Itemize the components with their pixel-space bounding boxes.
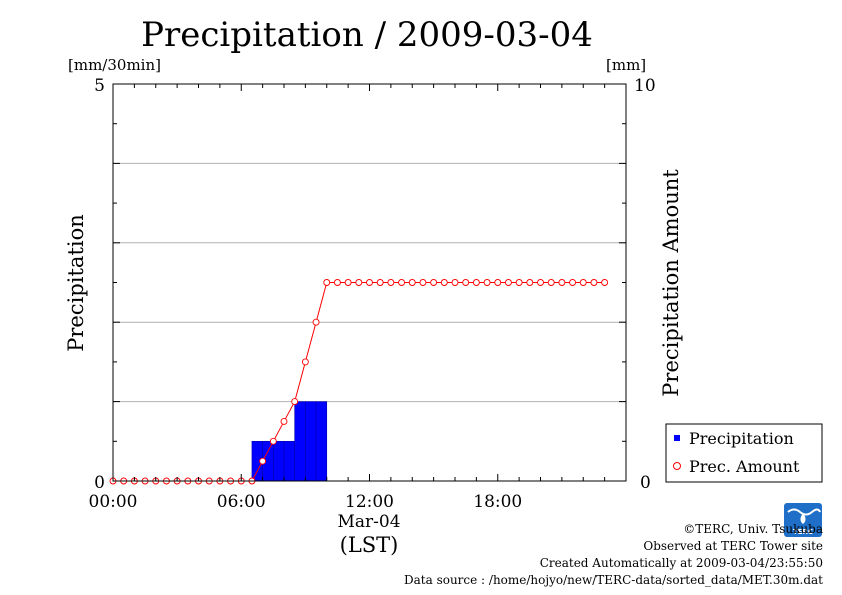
prec-amount-point (569, 279, 577, 286)
axis-ticks (112, 83, 627, 482)
prec-amount-point (387, 279, 395, 286)
prec-amount-point (398, 279, 406, 286)
prec-amount-point (547, 279, 555, 286)
prec-amount-point (430, 279, 438, 286)
x-date-label: Mar-04 (337, 512, 400, 532)
prec-amount-point (419, 279, 427, 286)
x-tick-label: 18:00 (473, 492, 522, 512)
prec-amount-point (355, 279, 363, 286)
prec-amount-point (269, 437, 277, 445)
prec-amount-point (462, 279, 470, 286)
x-tick-label: 12:00 (345, 492, 394, 512)
x-tick-labels: 00:00 06:00 12:00 18:00 (89, 492, 523, 512)
left-axis-unit: [mm/30min] (68, 56, 161, 74)
right-y-tick-min: 0 (640, 473, 651, 493)
terc-logo-drop-icon (800, 513, 806, 524)
precipitation-amount-series (109, 279, 609, 485)
precipitation-bar (294, 401, 306, 482)
prec-amount-point (366, 279, 373, 286)
terc-logo-text: TERC (793, 528, 813, 536)
left-y-tick-max: 5 (94, 76, 105, 96)
prec-amount-point (601, 279, 609, 286)
prec-amount-point (312, 318, 320, 326)
prec-amount-point (483, 279, 491, 286)
legend: Precipitation Prec. Amount (665, 423, 823, 483)
precipitation-bar (273, 440, 285, 482)
prec-amount-point (440, 279, 448, 286)
right-y-axis-label: Precipitation Amount (659, 169, 683, 397)
prec-amount-point (579, 279, 587, 286)
prec-amount-point (504, 279, 512, 286)
legend-label-precipitation: Precipitation (689, 429, 794, 448)
legend-marker-prec-amount (673, 462, 681, 470)
x-axis-label: (LST) (340, 533, 399, 557)
terc-logo: TERC (784, 503, 822, 537)
legend-label-prec-amount: Prec. Amount (689, 457, 800, 476)
credit-observed: Observed at TERC Tower site (643, 539, 823, 553)
prec-amount-line (113, 282, 605, 482)
precipitation-bars (251, 401, 328, 482)
right-y-tick-max: 10 (634, 76, 656, 96)
prec-amount-point (472, 279, 480, 286)
chart-title: Precipitation / 2009-03-04 (141, 15, 593, 55)
prec-amount-point (494, 279, 502, 286)
credit-copyright: ©TERC, Univ. Tsukuba (683, 522, 823, 536)
prec-amount-point (451, 279, 459, 286)
legend-marker-precipitation (674, 435, 680, 441)
prec-amount-point (526, 279, 534, 286)
prec-amount-point (333, 279, 341, 286)
credit-created: Created Automatically at 2009-03-04/23:5… (540, 556, 823, 570)
precipitation-bar (283, 440, 295, 482)
x-tick-label: 00:00 (89, 492, 138, 512)
prec-amount-point (259, 457, 267, 465)
precipitation-bar (305, 401, 317, 482)
prec-amount-point (408, 279, 416, 286)
prec-amount-point (558, 279, 566, 286)
legend-box (665, 423, 823, 483)
prec-amount-point (515, 279, 523, 286)
prec-amount-point (376, 279, 384, 286)
left-y-tick-min: 0 (94, 473, 105, 493)
right-axis-unit: [mm] (606, 56, 646, 74)
prec-amount-point (323, 279, 331, 286)
left-y-axis-label: Precipitation (64, 214, 88, 352)
prec-amount-point (590, 279, 598, 286)
prec-amount-point (280, 418, 288, 425)
prec-amount-point (344, 279, 352, 286)
prec-amount-point (291, 398, 299, 406)
gridlines (113, 162, 626, 403)
credit-source: Data source : /home/hojyo/new/TERC-data/… (404, 573, 823, 587)
precipitation-bar (315, 401, 328, 482)
terc-logo-wave (787, 508, 821, 516)
prec-amount-point (301, 358, 309, 366)
prec-amount-point (537, 279, 544, 286)
x-tick-label: 06:00 (217, 492, 266, 512)
